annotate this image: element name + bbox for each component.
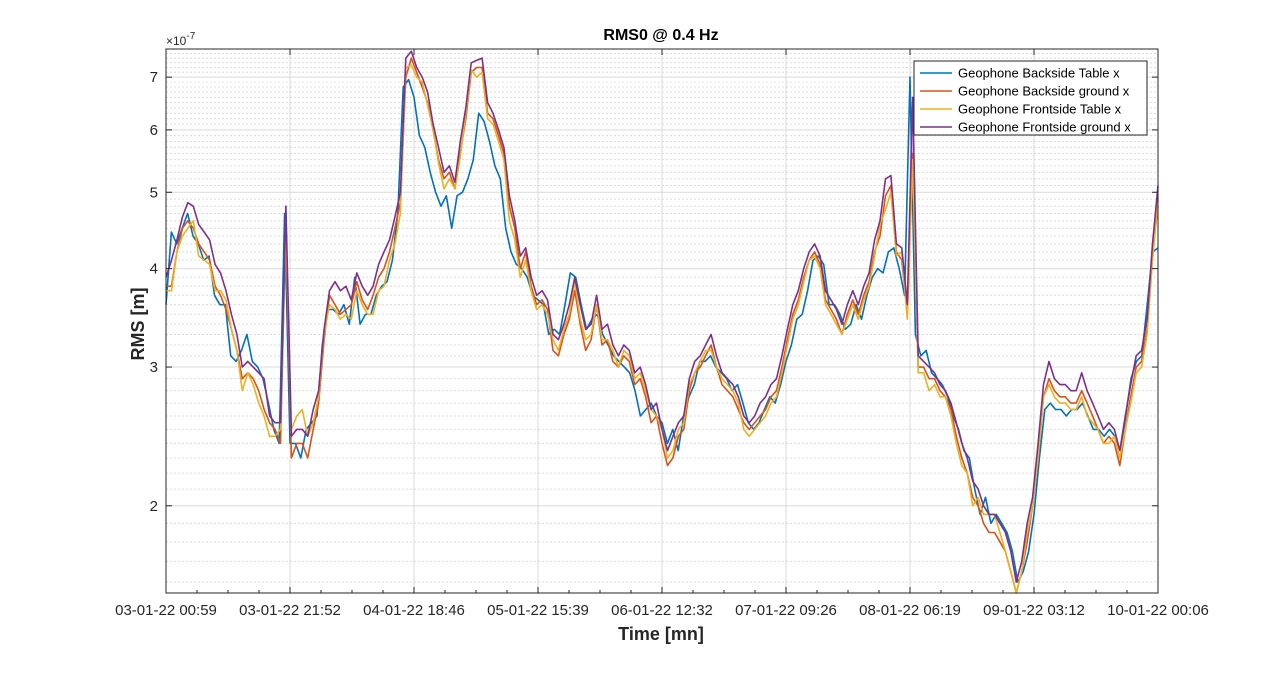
legend-label: Geophone Frontside ground x [958,120,1131,135]
y-tick-label: 6 [150,122,158,139]
y-tick-label: 5 [150,184,158,201]
y-tick-label: 7 [150,69,158,86]
ticks-layer: 2 3 4 5 6 7 03-01-22 00:59 03-01-22 21:52 04-01-… [115,49,1209,619]
y-exponent-power: -7 [186,31,195,42]
legend-box [913,60,1148,136]
x-tick-label: 04-01-22 18:46 [363,602,465,619]
series-line-4 [165,50,1159,583]
x-tick-label: 07-01-22 09:26 [735,602,837,619]
legend-label: Geophone Backside ground x [958,84,1130,99]
x-tick-label: 09-01-22 03:12 [983,602,1085,619]
x-tick-label: 05-01-22 15:39 [487,602,589,619]
y-tick-label: 3 [150,359,158,376]
y-axis-label: RMS [m] [128,288,148,361]
series-line-1 [165,76,1159,583]
x-tick-label: 06-01-22 12:32 [611,602,713,619]
y-tick-label: 2 [150,498,158,515]
legend: Geophone Backside Table x Geophone Backsi… [913,60,1148,136]
x-axis-label: Time [mn] [618,624,704,644]
y-tick-label: 4 [150,261,158,278]
series-line-2 [166,57,1159,594]
y-exponent: ×10-7 [166,31,196,48]
y-exponent-base: ×10 [166,34,187,48]
legend-label: Geophone Frontside Table x [958,102,1122,117]
x-tick-label: 10-01-22 00:06 [1107,602,1209,619]
chart-title: RMS0 @ 0.4 Hz [603,27,718,44]
x-tick-label: 03-01-22 00:59 [115,602,217,619]
legend-label: Geophone Backside Table x [958,66,1120,81]
series-layer [165,50,1159,594]
x-tick-label: 08-01-22 06:19 [859,602,961,619]
x-tick-label: 03-01-22 21:52 [239,602,341,619]
